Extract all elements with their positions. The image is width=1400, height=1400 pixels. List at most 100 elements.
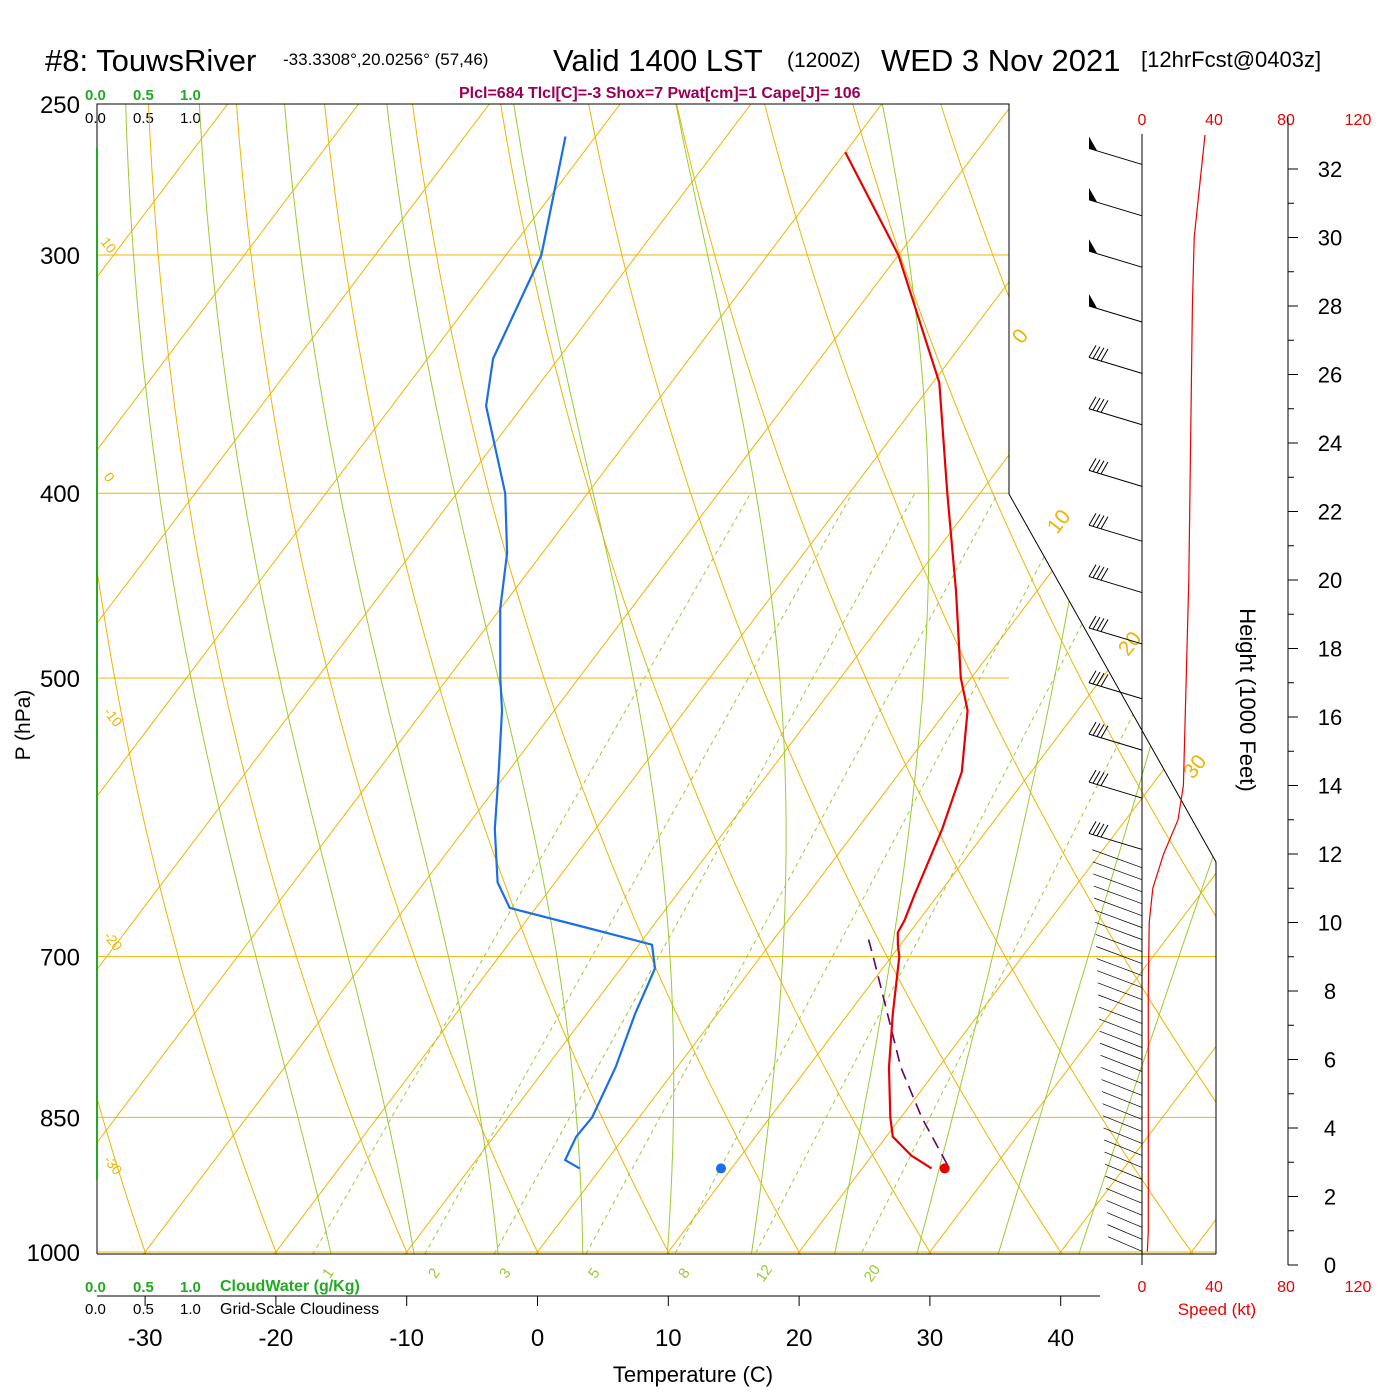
height-tick-label: 18 [1318,637,1342,662]
height-tick-label: 16 [1318,705,1342,730]
wind-barb [1088,821,1143,850]
height-tick-label: 8 [1324,979,1336,1004]
dry-adiabat [381,104,846,1254]
valid-zulu: (1200Z) [787,49,861,72]
wind-barb-feather [1096,672,1105,686]
dry-adiabat [226,104,577,1254]
height-tick-label: 14 [1318,774,1342,799]
moist-adiabat [974,104,1216,1254]
wind-barb-low [1097,970,1143,988]
height-tick-label: 32 [1318,157,1342,182]
speed-tick-label-top: 40 [1205,112,1223,129]
wind-barb [1088,345,1143,374]
wind-barb-low [1097,982,1143,1000]
isotherm-line [97,104,941,1254]
wind-barb-low [1102,1103,1143,1120]
wind-barb-low [1092,849,1143,869]
wind-barb-feather [1096,347,1105,361]
wind-barb-staff [1088,627,1143,645]
pressure-tick-label: 700 [40,945,80,972]
surface-temperature-marker [939,1163,950,1174]
wind-barb [1088,512,1143,542]
wind-barb-low [1104,1151,1143,1168]
moist-adiabat [369,104,584,1254]
dry-adiabat [989,104,1216,1254]
mixing-ratio-line [268,492,752,1254]
wind-barb-feather [1088,512,1097,526]
dry-adiabat [533,104,1115,1254]
wind-barb-feather [1092,459,1101,472]
isotherm-label: -20 [101,928,126,954]
cloudiness-tick: 0.0 [85,1301,106,1318]
temperature-tick-label: 40 [1047,1325,1074,1352]
dry-adiabat [304,104,712,1254]
station-coords: -33.3308°,20.0256° (57,46) [283,50,488,69]
mixing-ratio-label: 2 [425,1265,444,1282]
background-clip-group [97,0,1400,1331]
wind-barb-feather [1100,725,1109,738]
wind-speed-line [1146,134,1206,1252]
pressure-tick-label: 850 [40,1105,80,1132]
speed-tick-label-bottom: 40 [1205,1279,1223,1296]
wind-barb-feather [1096,515,1105,528]
wind-barb-staff [1088,199,1143,217]
dry-adiabat [1065,104,1216,1254]
wind-barb-staff [1088,469,1143,487]
wind-barb-low [1092,861,1143,881]
wind-barb-staff [1088,250,1143,268]
mixing-ratio-line [451,492,916,1254]
wind-barb-feather [1088,564,1097,577]
height-tick-label: 2 [1324,1185,1336,1210]
dry-adiabat [144,104,443,1254]
cloud-water-tick: 0.5 [133,1279,154,1296]
dry-adiabat [457,104,981,1254]
wind-barb-staff [1088,408,1143,426]
wind-barb-feather [1092,771,1101,784]
isotherm-line [1131,104,1216,1254]
cloudiness-tick: 0.5 [133,110,154,127]
height-tick-label: 12 [1318,842,1342,867]
wind-barb-staff [1088,305,1143,323]
wind-barb-low [1103,1139,1143,1156]
dry-adiabat [761,104,1216,1254]
cloud-water-tick: 1.0 [180,87,201,104]
wind-barb-feather [1100,348,1109,362]
height-tick-label: 30 [1318,226,1342,251]
wind-barb-feather [1088,821,1097,834]
wind-barb-feather [1100,516,1109,530]
speed-tick-label-top: 80 [1277,112,1295,129]
wind-barb-feather [1088,721,1097,735]
wind-barb-feather [1100,400,1109,413]
wind-barb-staff [1088,576,1143,594]
wind-barb-pennant [1089,136,1097,151]
wind-barb [1088,458,1143,487]
height-tick-label: 0 [1324,1253,1336,1278]
wind-barb-feather [1100,674,1109,687]
wind-barb-feather [1096,823,1105,837]
wind-barb-low [1096,958,1143,976]
cloudiness-label: Grid-Scale Cloudiness [220,1301,379,1318]
wind-barb-low [1098,1006,1143,1024]
cloudiness-tick: 0.0 [85,110,106,127]
y-axis-title: P (hPa) [12,690,35,761]
wind-barb-feather [1092,822,1101,835]
height-tick-label: 24 [1318,431,1342,456]
wind-barb [1088,564,1143,594]
wind-barb-feather [1088,615,1097,629]
isotherm-label: 0 [1008,325,1033,348]
mixing-ratio-line [543,492,999,1254]
wind-barb-low [1106,1212,1143,1228]
x-axis-title: Temperature (C) [613,1362,773,1387]
dry-adiabat [837,104,1216,1254]
dry-adiabat [1371,0,1400,1331]
wind-barb-feather [1092,723,1101,736]
cloudiness-tick: 1.0 [180,1301,201,1318]
isotherm-line [97,104,548,1254]
cloud-scale-top: 0.0 0.5 1.0 0.0 0.5 1.0 [85,87,201,127]
wind-barb [1088,615,1143,645]
cloud-water-tick: 1.0 [180,1279,201,1296]
moist-adiabat [193,104,426,1254]
isotherm-label: 10 [98,234,120,256]
isotherm-line [97,104,1071,1254]
